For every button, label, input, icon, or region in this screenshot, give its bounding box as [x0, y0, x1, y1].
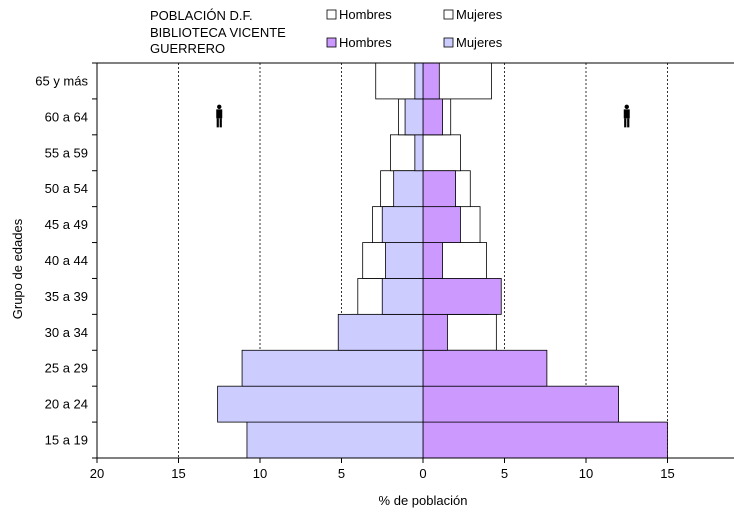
y-tick-label: 60 a 64	[45, 109, 88, 124]
bar	[422, 98, 443, 136]
legend-swatch	[443, 9, 454, 20]
legend-label: Mujeres	[456, 35, 503, 50]
y-tick-label: 30 a 34	[45, 325, 88, 340]
y-tick-label: 45 a 49	[45, 217, 88, 232]
legend-swatch	[326, 37, 337, 48]
x-tick-label: 10	[253, 466, 267, 481]
legend-label: Mujeres	[456, 7, 503, 22]
x-tick-label: 5	[501, 466, 508, 481]
x-tick-label: 20	[90, 466, 104, 481]
x-tick-label: 10	[579, 466, 593, 481]
bar	[414, 134, 424, 172]
x-axis-label: % de población	[379, 493, 468, 508]
y-tick-label: 20 a 24	[45, 397, 88, 412]
y-tick-label: 65 y más	[35, 73, 88, 88]
legend-label: Hombres	[339, 35, 392, 50]
bar	[422, 134, 461, 172]
icon-body	[216, 109, 223, 119]
icon-leg	[216, 118, 219, 128]
gridlines	[178, 63, 668, 458]
x-tick-label: 15	[171, 466, 185, 481]
y-tick-label: 55 a 59	[45, 145, 88, 160]
legend-group-title: BIBLIOTECA VICENTE	[150, 25, 286, 40]
bar	[422, 242, 443, 279]
bar	[414, 62, 424, 100]
axes: 15 a 19 20 a 24 25 a 29 30 a 34 35 a 39 40 a …	[35, 62, 734, 481]
y-axis-label: Grupo de edades	[10, 218, 25, 319]
bar	[217, 385, 424, 423]
icon-head	[217, 104, 222, 110]
icon-leg	[627, 118, 630, 128]
bar	[422, 385, 620, 423]
bar	[393, 170, 424, 208]
x-tick-label: 15	[660, 466, 674, 481]
bar	[381, 206, 424, 243]
man-icon	[623, 104, 630, 128]
y-tick-label: 15 a 19	[45, 433, 88, 448]
y-tick-label: 50 a 54	[45, 181, 88, 196]
bar	[422, 313, 448, 351]
icon-leg	[624, 118, 627, 128]
icon-leg	[219, 118, 222, 128]
x-tick-label: 0	[419, 466, 426, 481]
bar	[385, 242, 424, 279]
bar	[337, 313, 424, 351]
bar	[246, 421, 424, 459]
bars	[217, 62, 668, 459]
y-tick-label: 40 a 44	[45, 253, 88, 268]
bar	[422, 170, 456, 208]
legend-swatch	[326, 9, 337, 20]
bar	[422, 278, 502, 315]
bar	[241, 349, 424, 387]
x-tick-label: 5	[338, 466, 345, 481]
legend-swatch	[443, 37, 454, 48]
legend-group-title: POBLACIÓN D.F.	[150, 8, 253, 23]
bar	[422, 62, 440, 100]
bar	[422, 349, 548, 387]
man-icon	[216, 104, 223, 128]
legend-group-title: GUERRERO	[150, 41, 225, 56]
legend-label: Hombres	[339, 7, 392, 22]
bar	[422, 421, 668, 459]
legend: POBLACIÓN D.F. BIBLIOTECA VICENTEGUERRERO…	[150, 7, 503, 56]
icons	[216, 104, 630, 128]
bar	[381, 278, 424, 315]
icon-head	[624, 104, 629, 110]
icon-body	[623, 109, 630, 119]
bar	[404, 98, 424, 136]
y-tick-label: 35 a 39	[45, 289, 88, 304]
bar	[422, 206, 461, 243]
y-tick-label: 25 a 29	[45, 361, 88, 376]
